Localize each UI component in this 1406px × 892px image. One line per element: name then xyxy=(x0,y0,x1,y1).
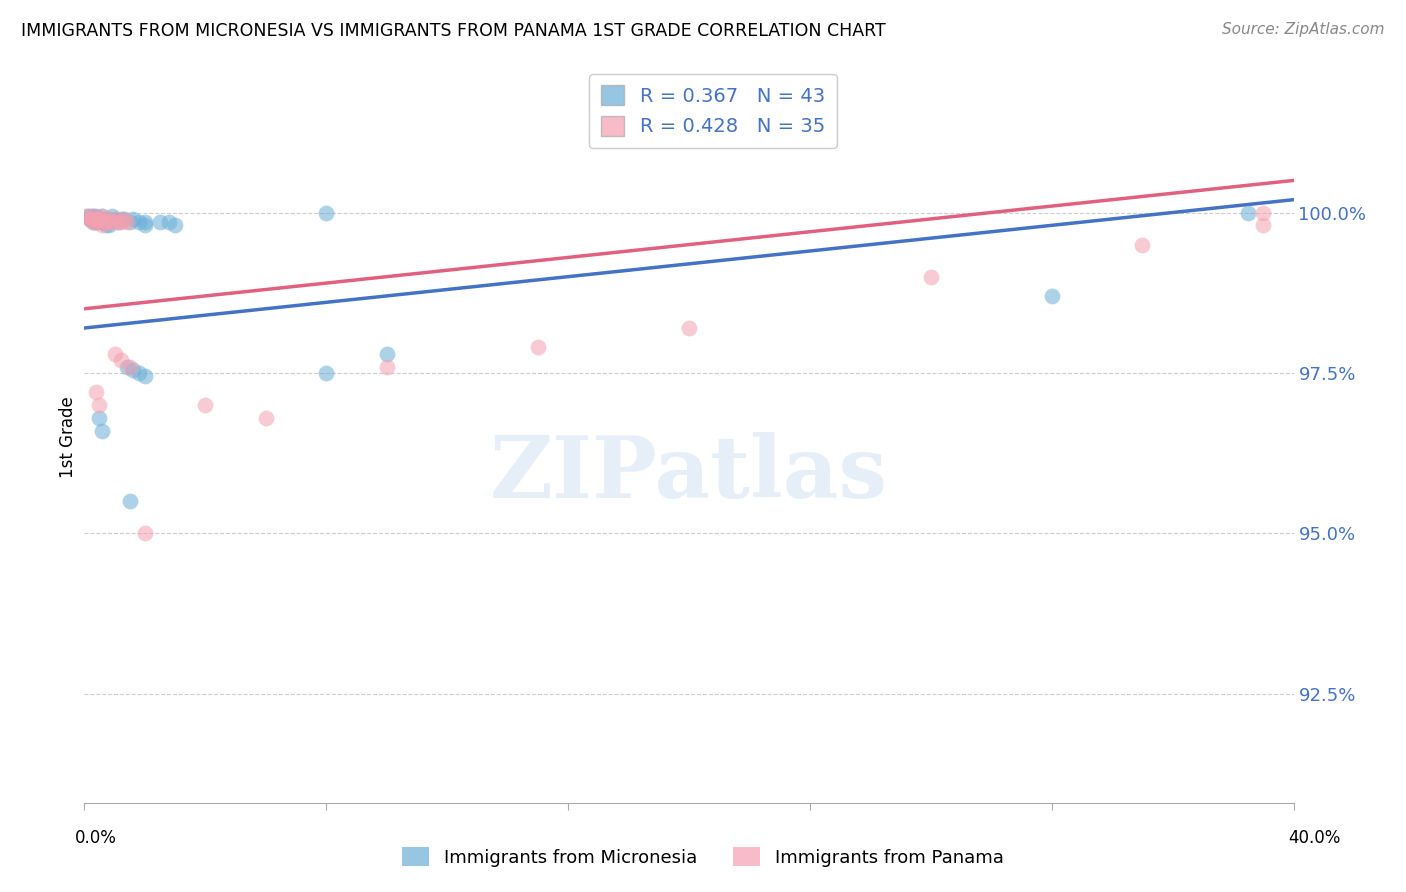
Point xyxy=(110,215,132,229)
Point xyxy=(94,215,117,229)
Point xyxy=(1130,237,1153,252)
Point xyxy=(194,398,217,412)
Point xyxy=(104,211,127,226)
Point xyxy=(94,211,117,226)
Point xyxy=(165,219,187,233)
Point xyxy=(76,209,98,223)
Point xyxy=(79,211,101,226)
Point xyxy=(128,366,150,380)
Point xyxy=(107,215,129,229)
Point xyxy=(82,211,104,226)
Point xyxy=(79,211,101,226)
Point xyxy=(94,219,117,233)
Point xyxy=(1253,219,1275,233)
Point xyxy=(89,211,111,226)
Point xyxy=(82,209,104,223)
Point xyxy=(86,215,108,229)
Point xyxy=(920,269,942,284)
Point xyxy=(375,359,398,374)
Point xyxy=(115,359,138,374)
Point xyxy=(1237,205,1260,219)
Point xyxy=(134,219,156,233)
Point xyxy=(1040,289,1063,303)
Point xyxy=(1253,205,1275,219)
Point xyxy=(89,211,111,226)
Point xyxy=(100,209,122,223)
Point xyxy=(76,209,98,223)
Point xyxy=(678,321,700,335)
Legend: Immigrants from Micronesia, Immigrants from Panama: Immigrants from Micronesia, Immigrants f… xyxy=(395,840,1011,874)
Point xyxy=(134,526,156,541)
Point xyxy=(86,215,108,229)
Point xyxy=(128,215,150,229)
Point xyxy=(82,215,104,229)
Point xyxy=(91,209,114,223)
Text: 40.0%: 40.0% xyxy=(1288,829,1341,847)
Point xyxy=(315,205,337,219)
Point xyxy=(110,211,132,226)
Text: ZIPatlas: ZIPatlas xyxy=(489,432,889,516)
Point xyxy=(89,211,111,226)
Point xyxy=(91,209,114,223)
Point xyxy=(79,209,101,223)
Point xyxy=(97,211,120,226)
Point xyxy=(91,424,114,438)
Point xyxy=(97,211,120,226)
Point xyxy=(118,215,141,229)
Point xyxy=(118,494,141,508)
Point xyxy=(107,215,129,229)
Point xyxy=(82,209,104,223)
Point xyxy=(86,211,108,226)
Point xyxy=(86,385,108,400)
Point xyxy=(134,215,156,229)
Point xyxy=(89,410,111,425)
Point xyxy=(100,215,122,229)
Point xyxy=(91,215,114,229)
Point xyxy=(112,211,135,226)
Point xyxy=(104,346,127,360)
Point xyxy=(89,211,111,226)
Point xyxy=(118,359,141,374)
Y-axis label: 1st Grade: 1st Grade xyxy=(59,396,77,478)
Point xyxy=(94,215,117,229)
Point xyxy=(79,211,101,226)
Point xyxy=(89,398,111,412)
Point xyxy=(115,215,138,229)
Point xyxy=(104,211,127,226)
Text: Source: ZipAtlas.com: Source: ZipAtlas.com xyxy=(1222,22,1385,37)
Point xyxy=(149,215,172,229)
Point xyxy=(254,410,277,425)
Point xyxy=(82,215,104,229)
Point xyxy=(110,353,132,368)
Point xyxy=(157,215,180,229)
Point xyxy=(527,340,550,354)
Point xyxy=(86,215,108,229)
Point xyxy=(315,366,337,380)
Point xyxy=(91,219,114,233)
Point xyxy=(112,211,135,226)
Point xyxy=(121,211,143,226)
Point xyxy=(97,219,120,233)
Text: IMMIGRANTS FROM MICRONESIA VS IMMIGRANTS FROM PANAMA 1ST GRADE CORRELATION CHART: IMMIGRANTS FROM MICRONESIA VS IMMIGRANTS… xyxy=(21,22,886,40)
Legend: R = 0.367   N = 43, R = 0.428   N = 35: R = 0.367 N = 43, R = 0.428 N = 35 xyxy=(589,74,837,148)
Point xyxy=(121,362,143,376)
Text: 0.0%: 0.0% xyxy=(75,829,117,847)
Point xyxy=(86,209,108,223)
Point xyxy=(375,346,398,360)
Point xyxy=(134,369,156,384)
Point xyxy=(79,211,101,226)
